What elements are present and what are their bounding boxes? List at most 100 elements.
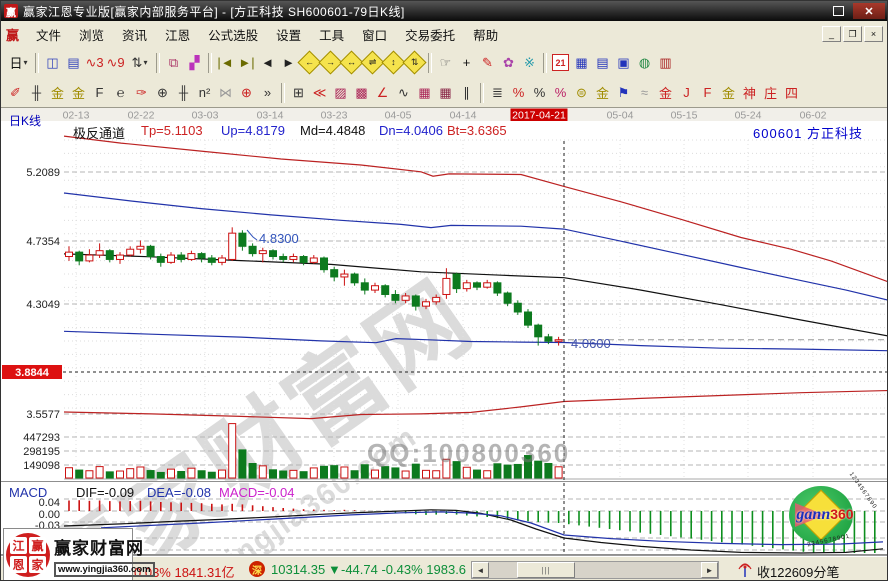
scrollbar-thumb[interactable]: ||| xyxy=(517,562,575,578)
scroll-left-arrow[interactable]: ◄ xyxy=(472,562,489,578)
sh-index-text: 0.03% 1841.31亿 xyxy=(134,565,235,580)
period-day-icon[interactable]: 日 ▾ xyxy=(9,56,28,71)
time-marks-icon[interactable]: ╫ xyxy=(178,85,189,100)
grid-dark-icon[interactable]: ▦ xyxy=(439,84,452,100)
pan-right-icon[interactable]: → xyxy=(318,50,343,75)
zoom-in-v-icon[interactable]: ⇅ xyxy=(402,50,427,75)
next-bar-icon[interactable]: ► xyxy=(282,55,295,70)
jin-angle-icon[interactable]: 金 xyxy=(721,86,735,101)
menu-item-窗口[interactable]: 窗口 xyxy=(362,28,388,43)
svg-text:298195: 298195 xyxy=(23,446,60,458)
mirror-tool-icon[interactable]: ⋈ xyxy=(219,84,232,100)
zoom-out-h-icon[interactable]: ↔ xyxy=(339,50,364,75)
ribbon-tool-icon[interactable]: ✿ xyxy=(503,54,514,70)
web-link-icon[interactable]: ◍ xyxy=(638,54,651,70)
parallel-lines-icon[interactable]: ∥ xyxy=(463,84,470,100)
gold-angle-icon[interactable]: 金 xyxy=(658,86,672,101)
grid-red-icon[interactable]: ▦ xyxy=(418,84,431,100)
zhuang-angle-icon[interactable]: 庄 xyxy=(763,86,777,101)
gold-circle-icon[interactable]: ⊜ xyxy=(576,84,587,100)
title-close-button[interactable]: ✕ xyxy=(853,3,885,19)
panel-label-macd: MACD xyxy=(9,485,48,500)
menu-item-工具[interactable]: 工具 xyxy=(319,28,345,43)
menu-item-江恩[interactable]: 江恩 xyxy=(165,28,191,43)
hatch-box-icon[interactable]: ▩ xyxy=(355,84,368,100)
crosshair-cursor-icon[interactable]: + xyxy=(462,55,471,70)
chart-area[interactable]: 赢家财富网 www.yingjia360.com 5.2089 4.7354 4.3… xyxy=(1,108,888,580)
gold-seg-v-icon[interactable]: 金 xyxy=(71,86,85,101)
mark-pen-icon[interactable]: ✎ xyxy=(482,54,493,70)
spiral-tool-icon[interactable]: ℮ xyxy=(116,85,125,100)
kline-chart-canvas[interactable]: 5.2089 4.7354 4.3049 3.5577 447293 298195 1490… xyxy=(1,108,888,556)
toolbar-main: 日 ▾ ◫ ▤ ∿3 ∿9 ⇅ ▾ ⧉ ▞ |◄ ►| ◄ ► ← → ↔ ⇌ ↕ ⇅ ☞ + ✎ ✿ ※ 21 ▦ ▤ ▣ ◍ ▥ xyxy=(1,47,887,78)
box-tool-icon[interactable]: ⊞ xyxy=(293,84,304,100)
zoom-out-v-icon[interactable]: ↕ xyxy=(381,50,406,75)
horizontal-scrollbar[interactable]: ◄ ||| ► xyxy=(471,561,719,579)
shenzhen-badge-icon: 深 xyxy=(249,561,265,577)
toolbar-separator xyxy=(35,52,39,73)
title-bar: 赢 赢家江恩专业版[赢家内部服务平台] - [方正科技 SH600601-79日… xyxy=(1,1,887,21)
shade-box-icon[interactable]: ▨ xyxy=(334,84,347,100)
gold-seg-h-icon[interactable]: 金 xyxy=(50,86,64,101)
j-angle-icon[interactable]: J xyxy=(683,85,690,100)
flag-note-icon[interactable]: ⚑ xyxy=(617,84,630,100)
prev-bar-icon[interactable]: ◄ xyxy=(261,55,274,70)
shen-angle-icon[interactable]: 神 xyxy=(742,86,756,101)
band-tool-icon[interactable]: ≈ xyxy=(640,85,649,100)
calendar-icon[interactable]: 21 xyxy=(550,53,571,73)
pct-lines-icon[interactable]: % xyxy=(554,85,567,100)
gann360-number: 360 xyxy=(830,506,854,522)
si-angle-icon[interactable]: 四 xyxy=(784,86,798,101)
info-card-icon[interactable]: ▤ xyxy=(67,54,80,70)
target-tool-icon[interactable]: ⊕ xyxy=(241,84,252,100)
red-pen-icon[interactable]: ✑ xyxy=(136,84,147,100)
menu-item-帮助[interactable]: 帮助 xyxy=(473,28,499,43)
angle-tool-icon[interactable]: ∠ xyxy=(376,84,389,100)
adjust-mode-icon[interactable]: ⇅ ▾ xyxy=(131,54,148,70)
region-zoom-icon[interactable]: ◫ xyxy=(46,54,59,70)
color-volume-icon[interactable]: ▞ xyxy=(189,54,200,70)
wave-9-icon[interactable]: ∿9 xyxy=(106,54,125,70)
sz-index-change: -44.74 -0.43% 1983.6 xyxy=(341,562,467,577)
fibo-lines-icon[interactable]: F xyxy=(95,85,104,100)
wave-3-icon[interactable]: ∿3 xyxy=(85,54,104,70)
n2-cycle-icon[interactable]: n² xyxy=(198,85,211,100)
menu-item-浏览[interactable]: 浏览 xyxy=(79,28,105,43)
first-bar-icon[interactable]: |◄ xyxy=(217,55,234,70)
remote-order-icon[interactable]: ▥ xyxy=(659,54,672,70)
zoom-in-h-icon[interactable]: ⇌ xyxy=(360,50,385,75)
price-scale-icon[interactable]: ≣ xyxy=(492,84,503,100)
ray-fan-icon[interactable]: ≪ xyxy=(312,84,327,100)
time-grid-icon[interactable]: ╫ xyxy=(31,85,42,100)
drag-hand-icon[interactable]: ☞ xyxy=(439,54,452,70)
svg-text:06-02: 06-02 xyxy=(800,110,827,122)
menu-item-文件[interactable]: 文件 xyxy=(36,28,62,43)
svg-text:04-14: 04-14 xyxy=(450,110,477,122)
net-tool-icon[interactable]: ※ xyxy=(524,54,535,70)
gold-lines-icon[interactable]: 金 xyxy=(595,86,609,101)
win-minimize-button[interactable]: _ xyxy=(822,26,841,42)
draw-line-icon[interactable]: ✐ xyxy=(10,84,21,100)
svg-text:05-04: 05-04 xyxy=(607,110,634,122)
pct-strike-icon[interactable]: % xyxy=(512,85,525,100)
notebook-icon[interactable]: ▤ xyxy=(596,54,609,70)
menu-item-公式选股[interactable]: 公式选股 xyxy=(208,28,259,43)
win-restore-button[interactable]: ❐ xyxy=(843,26,862,42)
menu-item-设置[interactable]: 设置 xyxy=(276,28,302,43)
menu-item-交易委托[interactable]: 交易委托 xyxy=(405,28,456,43)
pan-left-icon[interactable]: ← xyxy=(297,50,322,75)
menu-item-资讯[interactable]: 资讯 xyxy=(122,28,148,43)
fuquan-window-icon[interactable]: ⧉ xyxy=(168,54,179,70)
win-close-button[interactable]: × xyxy=(864,26,883,42)
zigzag-tool-icon[interactable]: ∿ xyxy=(398,84,409,100)
time-circle-icon[interactable]: ⊕ xyxy=(157,84,168,100)
f-angle-icon[interactable]: F xyxy=(703,85,712,100)
save-disk-icon[interactable]: ▣ xyxy=(617,54,630,70)
scroll-right-arrow[interactable]: ► xyxy=(701,562,718,578)
title-restore-button[interactable] xyxy=(825,3,851,19)
restore-icon xyxy=(832,6,844,16)
calculator-icon[interactable]: ▦ xyxy=(575,54,588,70)
pct-plain-icon[interactable]: % xyxy=(533,85,546,100)
last-bar-icon[interactable]: ►| xyxy=(238,55,255,70)
more-tools-icon[interactable]: » xyxy=(263,85,272,100)
